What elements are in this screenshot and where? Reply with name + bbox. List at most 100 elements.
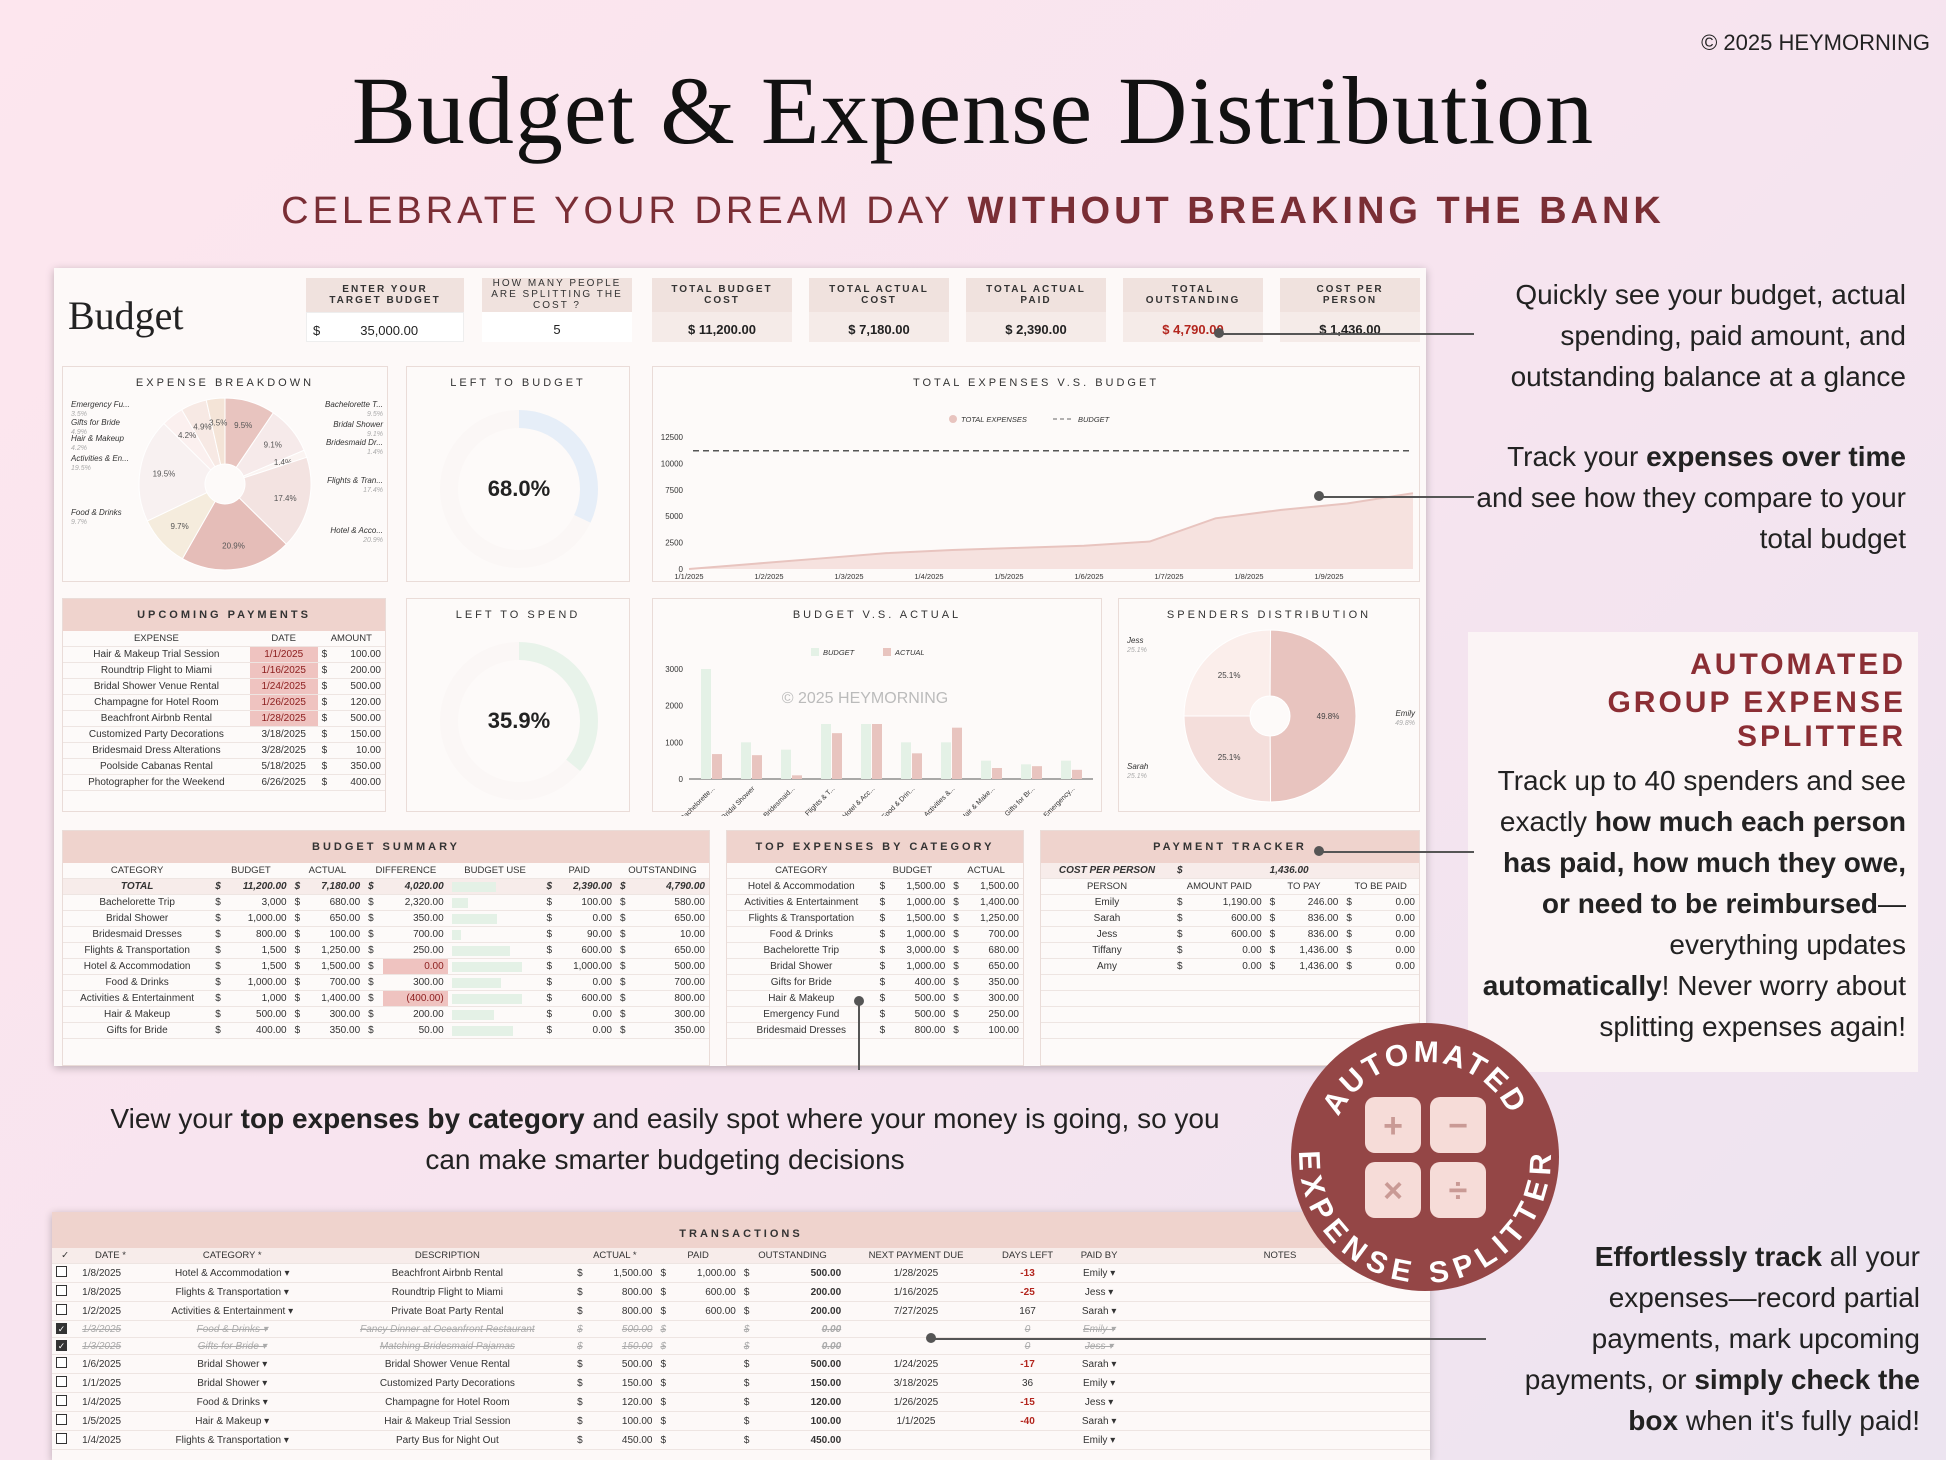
table-row: Hotel & Accommodation $1,500 $1,500.00 $0.0… bbox=[63, 958, 709, 975]
calculator-key bbox=[1365, 1097, 1421, 1153]
bar-actual bbox=[832, 733, 842, 779]
pie-label: 4.9% bbox=[193, 422, 211, 431]
pie-label: 3.5% bbox=[209, 418, 227, 427]
table-row: Sarah $600.00 $836.00 $0.00 bbox=[1041, 910, 1419, 927]
table-row: Food & Drinks $1,000.00 $700.00 bbox=[727, 926, 1023, 943]
x-tick: Activities &... bbox=[923, 785, 956, 816]
calculator-symbol: × bbox=[1383, 1172, 1403, 1210]
y-tick: 7500 bbox=[665, 486, 683, 495]
x-tick: 1/5/2025 bbox=[994, 572, 1023, 581]
spenders-pie-chart: 25.1% 49.8% 25.1% Jess 25.1% Emily 49.8% Sarah 2… bbox=[1126, 629, 1416, 803]
page-subtitle: CELEBRATE YOUR DREAM DAY WITHOUT BREAKIN… bbox=[281, 190, 1665, 232]
x-tick: 1/2/2025 bbox=[754, 572, 783, 581]
y-tick: 10000 bbox=[661, 459, 684, 468]
paid-checkbox[interactable]: ✓ bbox=[56, 1323, 67, 1334]
table-row: Activities & Entertainment $1,000.00 $1,40… bbox=[727, 894, 1023, 911]
pie-slice bbox=[181, 497, 288, 571]
table-row: Hair & Makeup $500.00 $300.00 $200.00 $0.00 $… bbox=[63, 1006, 709, 1023]
pie-label: 25.1% bbox=[1218, 671, 1241, 680]
pie-slice bbox=[138, 422, 212, 522]
automated-splitter-badge: AUTOMATED EXPENSE SPLITTER + −× ÷ bbox=[1291, 1023, 1559, 1291]
legend-pct: 49.8% bbox=[1395, 720, 1415, 727]
pie-label: 4.2% bbox=[178, 431, 196, 440]
table-row[interactable]: 1/4/2025 Flights & Transportation ▾ Party … bbox=[52, 1430, 1430, 1450]
table-row[interactable]: 1/2/2025 Activities & Entertainment ▾ Priv… bbox=[52, 1301, 1430, 1321]
expense-area bbox=[689, 493, 1413, 569]
summary-card: TOTAL ACTUAL COST $ 7,180.00 bbox=[809, 278, 949, 342]
legend-pct: 9.5% bbox=[367, 411, 383, 418]
payment-tracker-table: COST PER PERSON $1,436.00 PERSON AMOUNT PAI… bbox=[1041, 863, 1419, 1039]
paid-checkbox[interactable] bbox=[56, 1266, 67, 1277]
watermark: © 2025 HEYMORNING bbox=[782, 690, 949, 707]
bar-actual bbox=[912, 753, 922, 779]
payment-tracker-card: PAYMENT TRACKER COST PER PERSON $1,436.00… bbox=[1040, 830, 1420, 1066]
bar-budget bbox=[861, 724, 871, 779]
legend-label: BUDGET bbox=[1078, 415, 1111, 424]
calculator-key bbox=[1430, 1097, 1486, 1153]
table-row: Customized Party Decorations 3/18/2025 $15… bbox=[63, 726, 385, 743]
legend-pct: 17.4% bbox=[363, 487, 383, 494]
expense-breakdown-card: EXPENSE BREAKDOWN 9.5% 9.1% 1.4% 17.4% 20.9%… bbox=[62, 366, 388, 582]
calculator-symbol: ÷ bbox=[1449, 1172, 1468, 1210]
target-budget-box[interactable]: ENTER YOUR TARGET BUDGET $35,000.00 bbox=[306, 278, 464, 342]
calculator-key bbox=[1430, 1162, 1486, 1218]
budget-vs-actual-chart: BUDGET ACTUAL © 2025 HEYMORNING 0 1000 2000 30… bbox=[665, 648, 1093, 822]
table-row: TOTAL $11,200.00 $7,180.00 $4,020.00 $2,390.… bbox=[63, 878, 709, 895]
table-row[interactable]: ✓ 1/3/2025 Gifts for Bride ▾ Matching Bride… bbox=[52, 1337, 1430, 1355]
bar-actual bbox=[712, 754, 722, 779]
x-tick: 1/8/2025 bbox=[1234, 572, 1263, 581]
expense-pie-chart: 9.5%9.1%1.4%17.4%20.9%9.7%19.5%4.2%4.9%3… bbox=[70, 397, 383, 571]
legend-label: Sarah bbox=[1127, 762, 1149, 771]
bar-budget bbox=[941, 742, 951, 779]
paid-checkbox[interactable] bbox=[56, 1433, 67, 1444]
pie-label: 9.1% bbox=[264, 441, 282, 450]
left-to-budget-donut: 68.0% bbox=[440, 410, 598, 568]
summary-card: TOTAL ACTUAL PAID $ 2,390.00 bbox=[966, 278, 1106, 342]
bar-budget bbox=[741, 742, 751, 779]
table-row: Flights & Transportation $1,500.00 $1,250.… bbox=[727, 910, 1023, 927]
paid-checkbox[interactable] bbox=[56, 1285, 67, 1296]
note-track: Effortlessly track all your expenses—rec… bbox=[1524, 1241, 1920, 1436]
legend-pct: 20.9% bbox=[362, 537, 383, 544]
table-row[interactable]: 1/1/2025 Bridal Shower ▾ Customized Party … bbox=[52, 1373, 1430, 1393]
paid-checkbox[interactable] bbox=[56, 1376, 67, 1387]
table-row: Roundtrip Flight to Miami 1/16/2025 $200.0… bbox=[63, 662, 385, 679]
note-over-time: Track your expenses over time and see ho… bbox=[1476, 441, 1906, 554]
paid-checkbox[interactable] bbox=[56, 1414, 67, 1425]
legend-label: Emily bbox=[1395, 709, 1416, 718]
pie-slice bbox=[1183, 715, 1272, 803]
table-row[interactable]: 1/4/2025 Food & Drinks ▾ Champagne for Hot… bbox=[52, 1392, 1430, 1412]
spenders-distribution-card: SPENDERS DISTRIBUTION 25.1% 49.8% 25.1% Jes… bbox=[1118, 598, 1420, 812]
calculator-symbol: + bbox=[1383, 1107, 1403, 1145]
table-row[interactable]: 1/8/2025 Flights & Transportation ▾ Roundt… bbox=[52, 1282, 1430, 1302]
x-tick: 1/1/2025 bbox=[674, 572, 703, 581]
x-tick: 1/4/2025 bbox=[914, 572, 943, 581]
table-row[interactable]: 1/8/2025 Hotel & Accommodation ▾ Beachfron… bbox=[52, 1263, 1430, 1283]
paid-checkbox[interactable]: ✓ bbox=[56, 1340, 67, 1351]
note-top-expenses: View your top expenses by category and e… bbox=[110, 1103, 1220, 1175]
legend-label: TOTAL EXPENSES bbox=[961, 415, 1027, 424]
bar-actual bbox=[792, 775, 802, 779]
donut-value: 35.9% bbox=[488, 708, 550, 733]
table-row[interactable]: 1/6/2025 Bridal Shower ▾ Bridal Shower Ven… bbox=[52, 1354, 1430, 1374]
people-splitting-box[interactable]: HOW MANY PEOPLE ARE SPLITTING THE COST ?… bbox=[482, 278, 632, 342]
legend-label: ACTUAL bbox=[894, 648, 925, 657]
budget-summary-table: CATEGORY BUDGET ACTUAL DIFFERENCE BUDGET USE… bbox=[63, 863, 709, 1039]
donut-arc bbox=[440, 642, 598, 800]
table-row: Tiffany $0.00 $1,436.00 $0.00 bbox=[1041, 942, 1419, 959]
table-row[interactable]: ✓ 1/3/2025 Food & Drinks ▾ Fancy Dinner at … bbox=[52, 1320, 1430, 1338]
pie-label: 20.9% bbox=[222, 541, 245, 550]
table-row: Bridal Shower $1,000.00 $650.00 bbox=[727, 958, 1023, 975]
calculator-symbol: − bbox=[1448, 1107, 1468, 1145]
expenses-vs-budget-card: TOTAL EXPENSES V.S. BUDGET TOTAL EXPENSE… bbox=[652, 366, 1420, 582]
paid-checkbox[interactable] bbox=[56, 1304, 67, 1315]
upcoming-payments-table: EXPENSE DATE AMOUNT Hair & Makeup Trial Ses… bbox=[63, 631, 385, 791]
pie-slice bbox=[238, 456, 312, 545]
table-row: Emergency Fund $500.00 $250.00 bbox=[727, 1006, 1023, 1023]
y-tick: 1000 bbox=[665, 738, 683, 747]
paid-checkbox[interactable] bbox=[56, 1357, 67, 1368]
table-row[interactable]: 1/5/2025 Hair & Makeup ▾ Hair & Makeup Tri… bbox=[52, 1411, 1430, 1431]
top-expenses-card: TOP EXPENSES BY CATEGORY CATEGORY BUDGET A… bbox=[726, 830, 1024, 1066]
paid-checkbox[interactable] bbox=[56, 1395, 67, 1406]
summary-card: COST PER PERSON $ 1,436.00 bbox=[1280, 278, 1420, 342]
